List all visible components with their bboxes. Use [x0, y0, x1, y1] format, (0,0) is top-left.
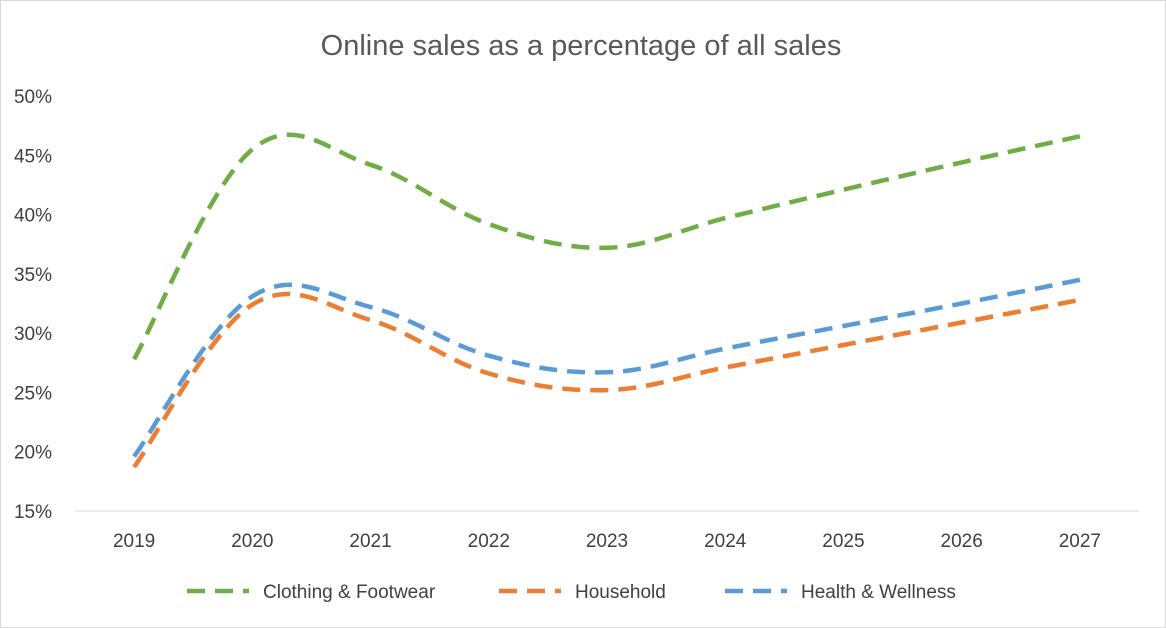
series-line-household: [132, 291, 1081, 469]
y-tick-label: 50%: [14, 87, 52, 108]
series-line-clothing-footwear: [132, 132, 1081, 361]
legend-label-health-wellness: Health & Wellness: [801, 582, 956, 603]
x-tick-label: 2024: [704, 531, 747, 552]
y-tick-label: 40%: [14, 206, 52, 227]
series-line-health-wellness: [132, 277, 1081, 458]
x-tick-label: 2026: [941, 531, 983, 552]
y-axis: 15% 20% 25% 30% 35% 40% 45% 50%: [14, 87, 52, 523]
x-tick-label: 2020: [231, 531, 273, 552]
x-tick-label: 2021: [349, 531, 391, 552]
y-tick-label: 45%: [14, 146, 52, 167]
y-tick-label: 35%: [14, 265, 52, 286]
series-lines: [132, 132, 1081, 469]
x-tick-label: 2019: [113, 531, 155, 552]
legend-label-household: Household: [575, 582, 666, 603]
legend: Clothing & Footwear Household Health & Wel…: [187, 582, 956, 603]
x-tick-label: 2025: [822, 531, 864, 552]
x-tick-label: 2023: [586, 531, 628, 552]
chart-title: Online sales as a percentage of all sale…: [321, 30, 842, 62]
legend-label-clothing-footwear: Clothing & Footwear: [263, 582, 436, 603]
y-tick-label: 25%: [14, 383, 52, 404]
y-tick-label: 20%: [14, 443, 52, 464]
x-tick-label: 2022: [468, 531, 510, 552]
y-tick-label: 30%: [14, 324, 52, 345]
x-axis: 2019 2020 2021 2022 2023 2024 2025 2026 2027: [113, 531, 1101, 552]
x-tick-label: 2027: [1059, 531, 1101, 552]
y-tick-label: 15%: [14, 502, 52, 523]
